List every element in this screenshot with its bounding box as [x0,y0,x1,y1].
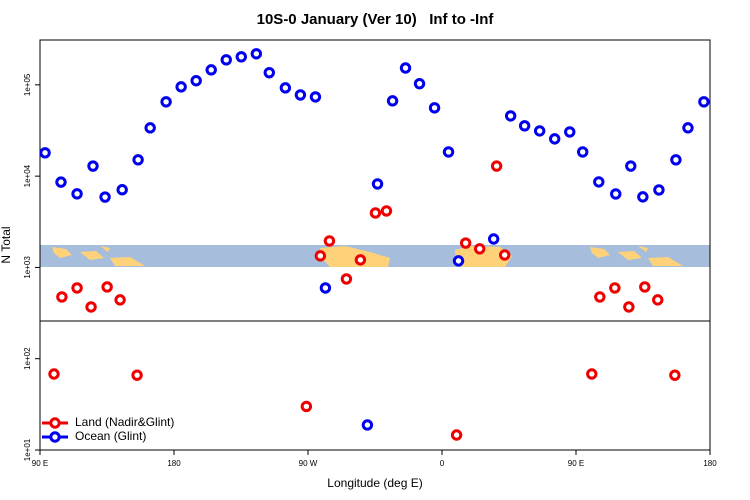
point [314,250,327,262]
point [533,125,546,137]
y-tick-label: 1e+04 [23,164,32,187]
y-axis-label: N Total [0,226,13,263]
point [294,89,307,101]
point [490,160,503,172]
point [132,154,144,166]
y-tick-label: 1e+01 [23,438,32,461]
point [48,368,60,380]
point [235,51,247,63]
point [653,184,665,196]
point [637,191,649,203]
point [586,368,598,380]
x-tick-label: 90 E [568,459,584,468]
point [309,91,322,103]
point [518,120,531,132]
point [319,282,332,294]
point [71,188,83,200]
point [549,133,561,145]
point [144,122,156,134]
point [386,95,399,107]
point [101,281,113,293]
legend-label: Ocean (Glint) [75,429,146,443]
point [263,66,275,79]
point [473,243,486,255]
point [670,154,682,166]
point [205,64,217,76]
x-tick-label: 180 [167,459,181,468]
point [609,282,621,294]
point [380,205,393,217]
point [354,254,367,266]
point [300,400,313,413]
plot-frame [39,39,711,451]
point [250,48,263,60]
point [361,419,374,431]
point [371,178,384,190]
point [55,176,67,188]
point [442,146,455,158]
legend-label: Land (Nadir&Glint) [75,415,174,429]
point [114,294,126,306]
point [56,291,68,303]
point [498,249,511,261]
point [190,75,202,87]
point [452,255,465,267]
point [459,237,472,249]
point [594,291,606,303]
point [593,176,605,188]
point [340,273,353,285]
point [504,110,517,122]
point [652,294,664,306]
point [698,96,710,108]
map-strip [40,245,710,267]
point [323,235,336,247]
point [639,281,651,293]
point [71,282,83,294]
point [682,122,694,134]
point [450,429,463,441]
chart-title: 10S-0 January (Ver 10) Inf to -Inf [257,11,495,28]
y-tick-label: 1e+03 [23,256,32,279]
point [131,369,143,381]
point [625,160,637,172]
point [116,184,128,196]
point [413,77,426,90]
x-tick-label: 90 E [32,459,48,468]
x-tick-label: 0 [440,459,445,468]
legend-marker [49,417,61,429]
point [669,369,681,381]
point [160,96,172,108]
point [623,301,635,313]
point [399,62,412,74]
point [175,81,187,93]
y-tick-label: 1e+02 [23,347,32,370]
point [564,126,576,138]
point [610,188,622,200]
point [39,147,51,159]
point [220,54,232,66]
x-tick-label: 90 W [299,459,318,468]
x-axis-label: Longitude (deg E) [327,476,422,490]
point [85,301,97,313]
point [99,191,111,203]
legend-marker [49,431,61,443]
x-tick-label: 180 [703,459,717,468]
y-tick-label: 1e+05 [23,73,32,96]
point [87,160,99,172]
point [487,233,500,245]
point [577,146,589,158]
point [279,82,292,94]
point [369,207,382,219]
point [428,102,441,114]
